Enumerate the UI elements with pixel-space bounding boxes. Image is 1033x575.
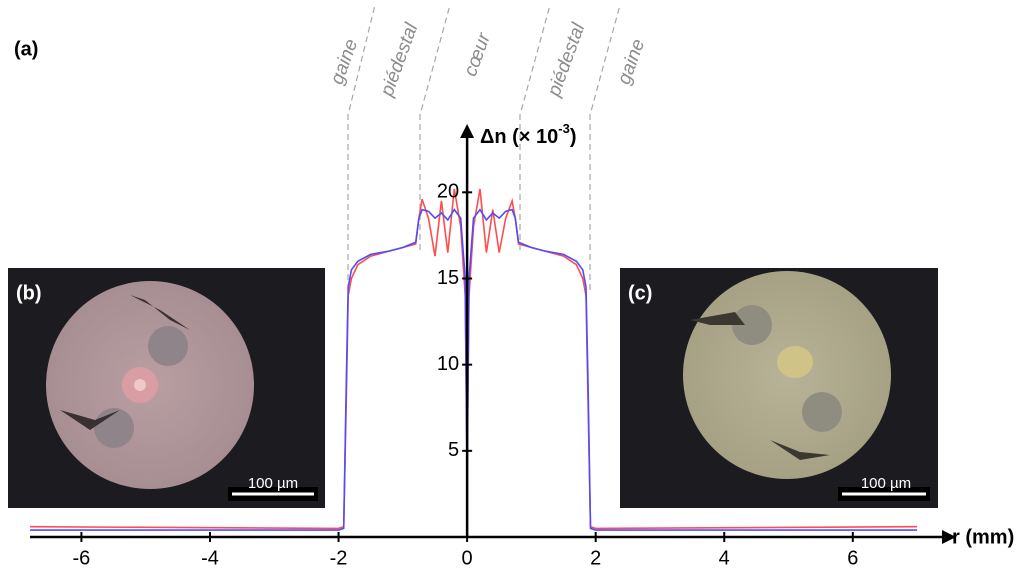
x-tick-label: -4 [201,547,219,569]
inset-b: (b) 100 µm [8,268,325,508]
plot: -6 -4 -2 0 2 4 6 5 10 15 20 [29,124,956,569]
region-label: cœur [460,30,495,79]
inset-label: (b) [16,282,42,304]
x-axis-arrow [942,530,956,544]
y-tick-label: 20 [437,181,459,203]
scale-label: 100 µm [248,475,298,492]
y-label: Δn (× 10 [480,126,558,148]
x-axis-label: r (mm) [952,526,1014,548]
y-tick-label: 5 [448,439,459,461]
y-tick-label: 15 [437,267,459,289]
x-tick-label: 6 [847,547,858,569]
x-tick-label: -6 [73,547,91,569]
x-tick-label: 4 [719,547,730,569]
inset-c: (c) 100 µm [620,268,938,508]
x-tick-label: 2 [590,547,601,569]
y-axis-arrow [460,124,475,138]
x-tick-label: 0 [462,547,473,569]
y-tick-label: 10 [437,353,459,375]
inset-label: (c) [628,282,652,304]
y-axis-label: Δn (× 10-3) [480,121,577,148]
region-label: gaine [614,36,650,87]
y-label-close: ) [570,126,577,148]
scale-label: 100 µm [861,475,911,492]
x-tick-label: -2 [330,547,348,569]
y-label-exponent: -3 [558,121,570,136]
region-boundaries [347,4,621,290]
region-label: piédestal [543,20,589,100]
panel-label: (a) [14,38,38,60]
region-label: piédestal [376,20,422,100]
